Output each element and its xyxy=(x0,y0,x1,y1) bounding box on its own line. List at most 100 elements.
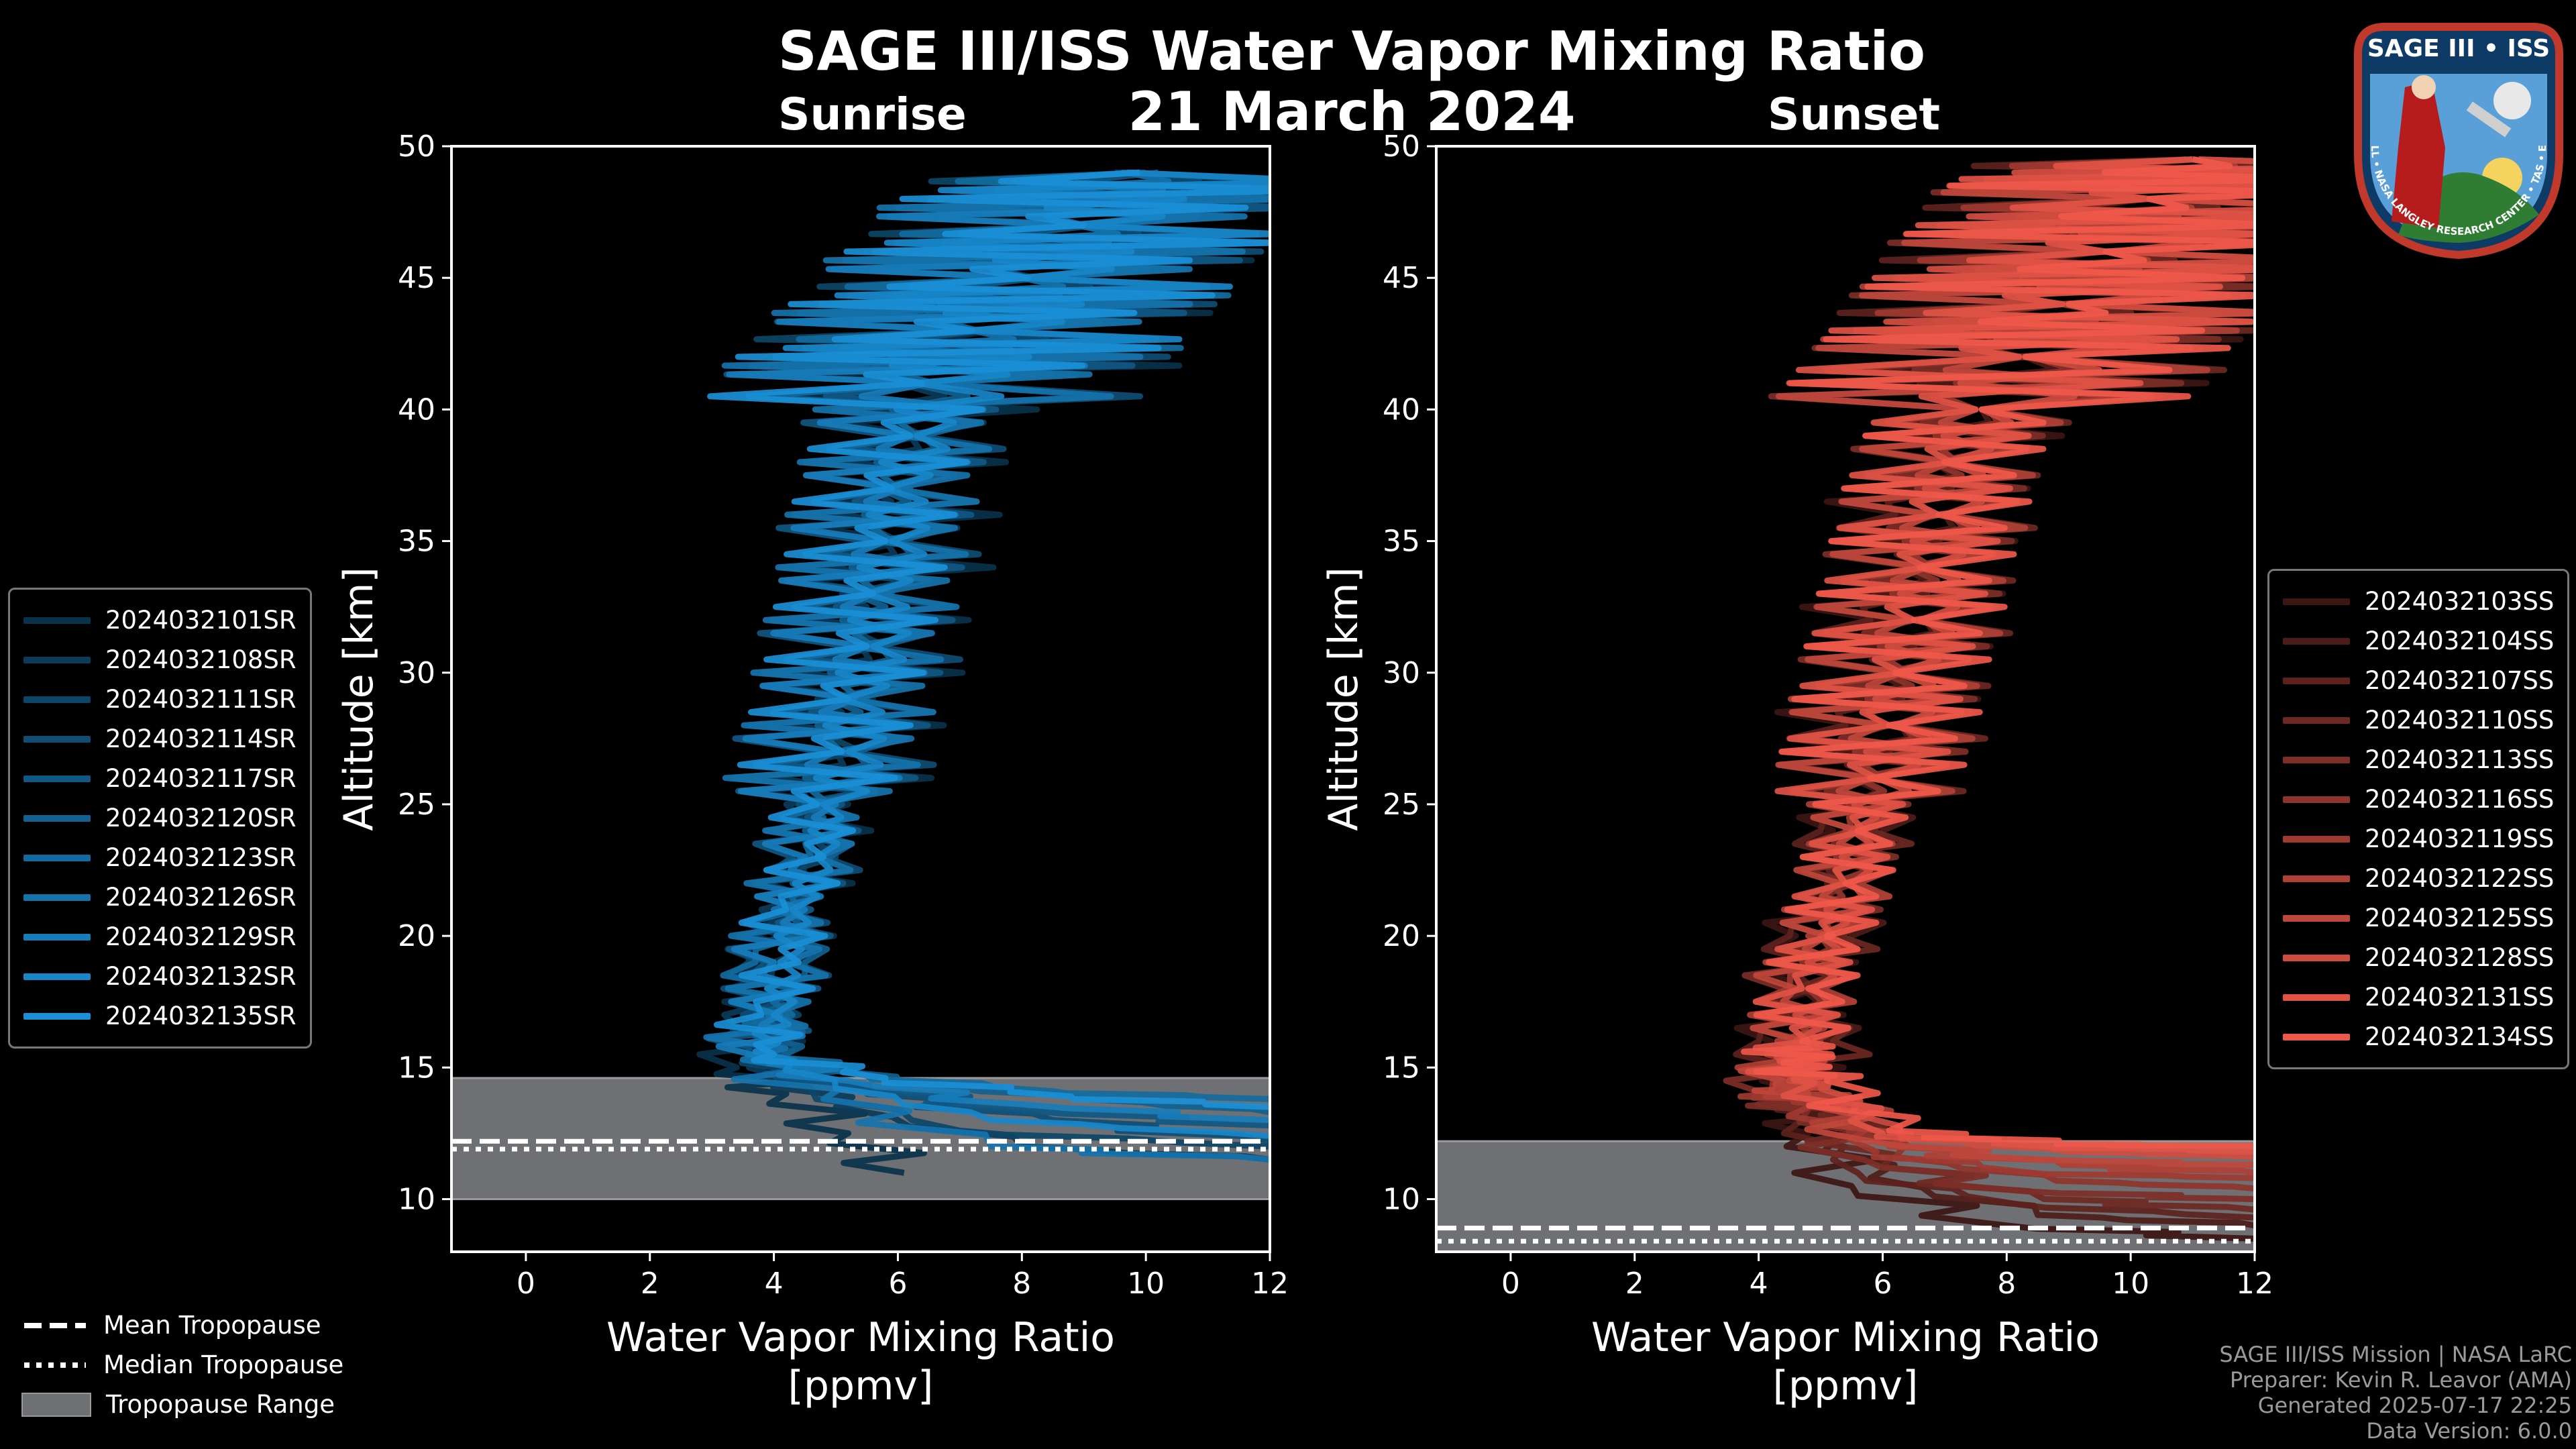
footer-line: Preparer: Kevin R. Leavor (AMA) xyxy=(2229,1367,2572,1393)
y-tick-label: 15 xyxy=(398,1051,435,1085)
legend-swatch xyxy=(23,933,91,941)
y-axis-label: Altitude [km] xyxy=(335,567,382,831)
dotted-line-icon xyxy=(24,1362,86,1368)
sunset-legend: 2024032103SS 2024032104SS 2024032107SS 2024… xyxy=(2267,569,2570,1069)
legend-item: 2024032110SS xyxy=(2283,700,2554,740)
y-tick-label: 10 xyxy=(1383,1183,1420,1217)
plot-region xyxy=(1436,156,2255,1252)
legend-item: 2024032108SR xyxy=(23,640,297,680)
legend-swatch xyxy=(2283,637,2350,645)
legend-label: 2024032107SS xyxy=(2365,666,2555,695)
y-tick-label: 45 xyxy=(398,261,435,295)
legend-label: 2024032134SS xyxy=(2365,1022,2555,1051)
x-tick-label: 6 xyxy=(888,1267,907,1301)
legend-label: 2024032108SR xyxy=(105,645,297,674)
x-axis-label: Water Vapor Mixing Ratio xyxy=(606,1314,1115,1361)
legend-swatch xyxy=(2283,598,2350,605)
legend-label: 2024032104SS xyxy=(2365,627,2555,655)
series-line-2024032134SS xyxy=(1741,156,2255,1150)
legend-swatch xyxy=(23,735,91,743)
legend-swatch xyxy=(2283,756,2350,763)
chart-title: SAGE III/ISS Water Vapor Mixing Ratio xyxy=(777,20,1926,83)
legend-label: Mean Tropopause xyxy=(103,1311,321,1340)
y-tick-label: 30 xyxy=(1383,656,1420,690)
legend-item: 2024032123SR xyxy=(23,838,297,877)
series-line-2024032135SR xyxy=(707,169,1270,1110)
legend-item: 2024032132SR xyxy=(23,957,297,996)
tropopause-legend: Mean Tropopause Median Tropopause Tropop… xyxy=(8,1305,358,1424)
legend-label: 2024032129SR xyxy=(105,922,297,951)
legend-label: 2024032119SS xyxy=(2365,824,2555,853)
legend-label: Tropopause Range xyxy=(106,1390,335,1419)
footer-credits: SAGE III/ISS Mission | NASA LaRC Prepare… xyxy=(2219,1342,2572,1444)
y-tick-label: 15 xyxy=(1383,1051,1420,1085)
legend-item: 2024032128SS xyxy=(2283,938,2554,977)
y-tick-label: 10 xyxy=(398,1183,435,1217)
plot-frame xyxy=(450,145,1271,1253)
sunset-subtitle: Sunset xyxy=(1768,89,1941,140)
legend-swatch xyxy=(23,854,91,861)
legend-swatch xyxy=(2283,835,2350,843)
legend-tropopause-range: Tropopause Range xyxy=(21,1385,343,1424)
y-tick-label: 50 xyxy=(1383,129,1420,164)
legend-item: 2024032125SS xyxy=(2283,898,2554,938)
legend-swatch xyxy=(23,775,91,782)
legend-item: 2024032117SR xyxy=(23,759,297,798)
legend-label: 2024032120SR xyxy=(105,804,297,833)
plot-frame xyxy=(1435,145,2256,1253)
sunrise-subtitle: Sunrise xyxy=(778,89,967,140)
y-tick-label: 40 xyxy=(398,392,435,427)
x-tick-label: 0 xyxy=(517,1267,535,1301)
legend-mean-tropopause: Mean Tropopause xyxy=(21,1305,343,1345)
legend-label: 2024032101SR xyxy=(105,606,297,635)
legend-label: Median Tropopause xyxy=(103,1350,344,1379)
plot-region xyxy=(451,169,1270,1201)
legend-swatch xyxy=(23,1012,91,1020)
footer-line: SAGE III/ISS Mission | NASA LaRC xyxy=(2219,1342,2572,1367)
legend-label: 2024032114SR xyxy=(105,724,297,753)
legend-item: 2024032113SS xyxy=(2283,740,2554,780)
y-tick-label: 40 xyxy=(1383,392,1420,427)
y-axis-label: Altitude [km] xyxy=(1320,567,1367,831)
x-tick-label: 8 xyxy=(1997,1267,2016,1301)
legend-label: 2024032110SS xyxy=(2365,706,2555,735)
legend-item: 2024032135SR xyxy=(23,996,297,1036)
footer-line: Data Version: 6.0.0 xyxy=(2366,1418,2572,1444)
legend-item: 2024032134SS xyxy=(2283,1017,2554,1057)
x-axis-label: [ppmv] xyxy=(1773,1362,1919,1409)
legend-item: 2024032119SS xyxy=(2283,819,2554,859)
sage-iss-mission-logo: SAGE III • ISS BALL • NASA LANGLEY RESEA… xyxy=(2345,13,2563,260)
legend-label: 2024032128SS xyxy=(2365,943,2555,972)
legend-item: 2024032103SS xyxy=(2283,582,2554,621)
x-axis-label: [ppmv] xyxy=(788,1362,934,1409)
legend-item: 2024032107SS xyxy=(2283,661,2554,700)
x-tick-label: 2 xyxy=(1625,1267,1644,1301)
y-tick-label: 20 xyxy=(398,919,435,953)
y-tick-label: 35 xyxy=(398,525,435,559)
x-tick-label: 12 xyxy=(2236,1267,2273,1301)
legend-swatch xyxy=(2283,994,2350,1001)
y-tick-label: 25 xyxy=(398,788,435,822)
legend-item: 2024032116SS xyxy=(2283,780,2554,819)
legend-item: 2024032126SR xyxy=(23,877,297,917)
legend-item: 2024032101SR xyxy=(23,600,297,640)
y-tick-label: 25 xyxy=(1383,788,1420,822)
legend-item: 2024032131SS xyxy=(2283,977,2554,1017)
legend-label: 2024032122SS xyxy=(2365,864,2555,893)
x-tick-label: 8 xyxy=(1012,1267,1031,1301)
legend-swatch xyxy=(23,973,91,980)
legend-swatch xyxy=(2283,677,2350,684)
legend-label: 2024032132SR xyxy=(105,962,297,991)
legend-swatch xyxy=(23,814,91,822)
x-tick-label: 10 xyxy=(1127,1267,1165,1301)
dashed-line-icon xyxy=(24,1322,86,1328)
legend-label: 2024032135SR xyxy=(105,1002,297,1030)
legend-label: 2024032131SS xyxy=(2365,983,2555,1012)
legend-label: 2024032116SS xyxy=(2365,785,2555,814)
x-tick-label: 6 xyxy=(1873,1267,1892,1301)
x-tick-label: 4 xyxy=(765,1267,784,1301)
legend-label: 2024032126SR xyxy=(105,883,297,912)
sunrise-legend: 2024032101SR 2024032108SR 2024032111SR 2024… xyxy=(8,588,312,1049)
legend-item: 2024032120SR xyxy=(23,798,297,838)
